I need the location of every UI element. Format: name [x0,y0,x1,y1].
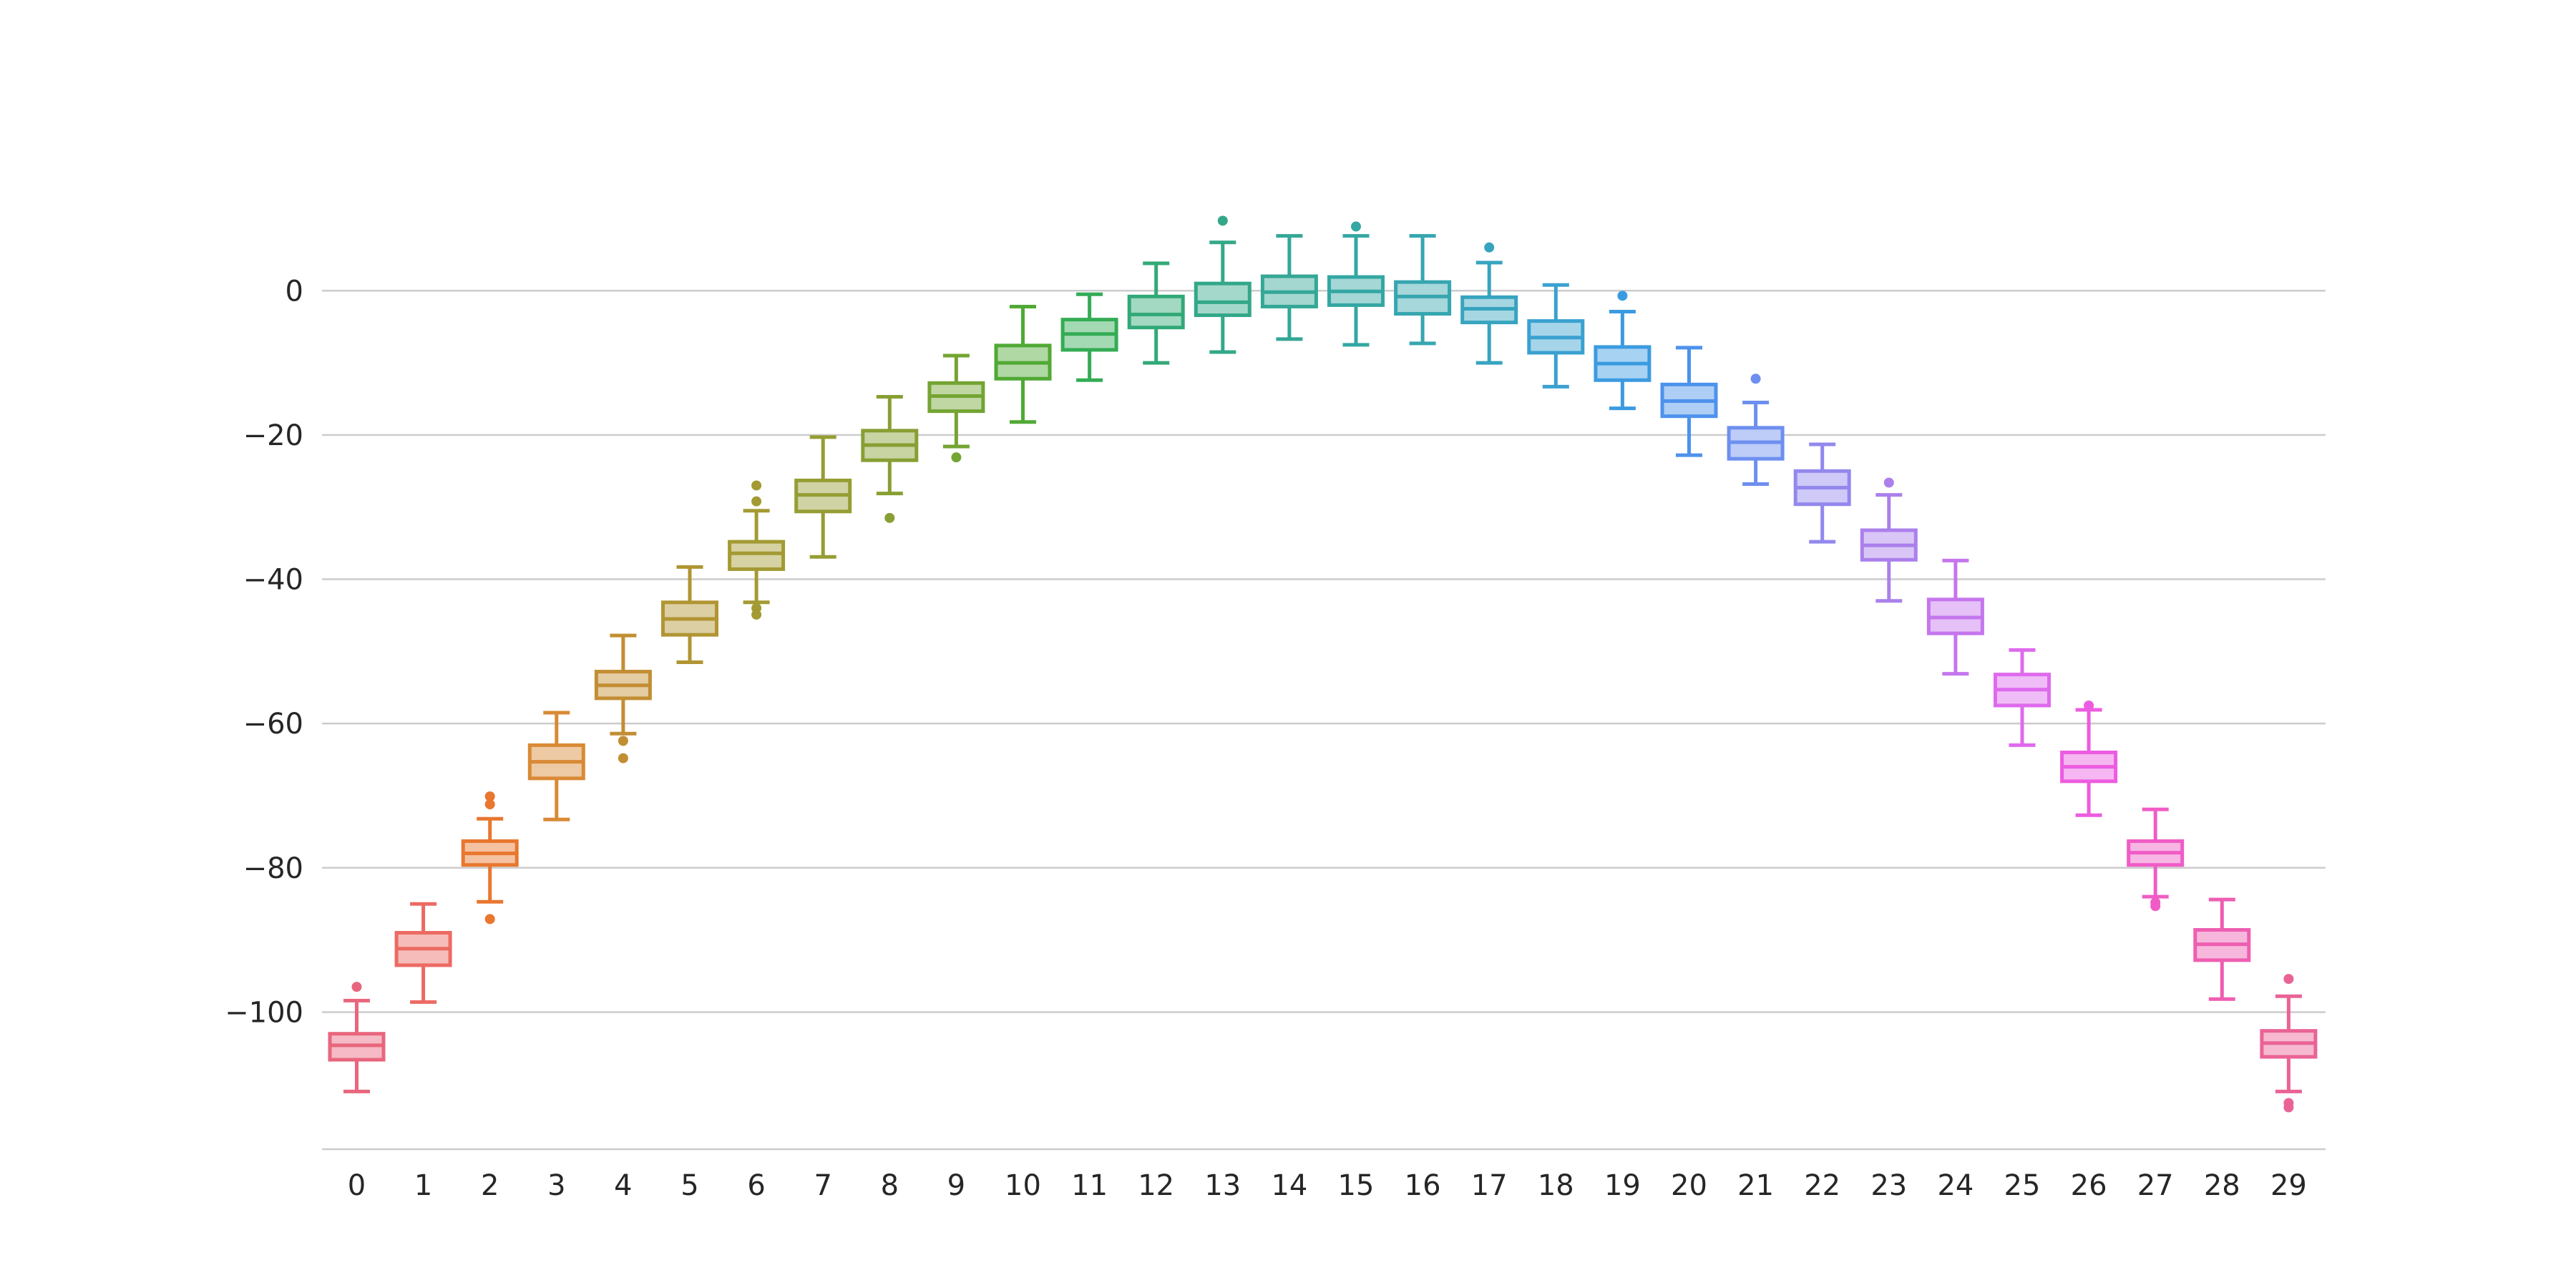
x-tick-label: 13 [1204,1169,1241,1202]
outlier-point [751,480,762,491]
box-16 [1394,234,1452,346]
x-tick-label: 11 [1071,1169,1108,1202]
x-tick-label: 9 [947,1169,965,1202]
x-tick-label: 10 [1005,1169,1041,1202]
box-0 [328,982,386,1093]
x-tick-label: 4 [614,1169,632,1202]
box-17 [1460,242,1518,365]
outlier-point [1750,374,1761,384]
box-2 [461,791,519,924]
box-19 [1594,291,1652,411]
x-tick-label: 15 [1338,1169,1375,1202]
x-tick-label: 0 [348,1169,366,1202]
box-3 [527,711,585,821]
x-tick-label: 12 [1138,1169,1174,1202]
x-tick-label: 25 [2004,1169,2041,1202]
box-21 [1727,374,1785,486]
x-tick-label: 8 [881,1169,899,1202]
x-tick-label: 17 [1471,1169,1508,1202]
outlier-point [951,452,962,463]
outlier-point [751,496,762,507]
box-6 [728,480,786,620]
outlier-point [751,609,762,620]
box-4 [594,633,652,763]
box-14 [1260,234,1318,341]
x-tick-label: 20 [1671,1169,1707,1202]
outlier-point [1484,242,1495,253]
box-7 [794,435,852,559]
x-tick-label: 6 [747,1169,765,1202]
box-20 [1660,346,1718,457]
x-tick-label: 2 [481,1169,499,1202]
box-25 [1994,648,2051,747]
x-tick-label: 22 [1804,1169,1840,1202]
outlier-point [2084,700,2094,711]
box-18 [1527,283,1585,389]
outlier-point [2283,974,2294,985]
y-tick-label: −60 [243,708,303,741]
box-23 [1860,477,1918,603]
x-tick-label: 28 [2204,1169,2240,1202]
box-12 [1127,261,1185,365]
box-28 [2193,897,2251,1001]
y-tick-label: −40 [243,564,303,597]
x-tick-label: 18 [1538,1169,1574,1202]
x-tick-label: 26 [2071,1169,2107,1202]
x-tick-label: 27 [2137,1169,2174,1202]
outlier-point [884,512,895,523]
outlier-point [2150,901,2161,912]
box-iqr [1127,294,1185,330]
outlier-point [2283,1102,2294,1113]
box-5 [661,565,718,664]
box-iqr [1194,281,1252,318]
y-tick-labels: 0 −20 −40 −60 −80 −100 [225,275,303,1029]
outlier-point [484,914,495,924]
y-tick-label: −80 [243,852,303,885]
outlier-point [1883,477,1894,488]
box-26 [2060,700,2118,817]
box-iqr [728,540,786,571]
x-tick-label: 14 [1271,1169,1307,1202]
outlier-point [1217,215,1228,226]
x-tick-labels: 0 1 2 3 4 5 6 7 8 9 10 11 12 13 14 15 16 17 18 19 20 21 22 23 24… [348,1169,2307,1202]
box-1 [394,902,452,1004]
outlier-point [484,791,495,802]
x-tick-label: 5 [680,1169,698,1202]
box-9 [927,353,985,463]
x-tick-label: 21 [1737,1169,1774,1202]
outlier-point [484,799,495,810]
x-tick-label: 16 [1405,1169,1441,1202]
x-tick-label: 23 [1870,1169,1907,1202]
outlier-point [618,753,628,763]
y-tick-label: −100 [225,996,303,1029]
x-tick-label: 7 [814,1169,831,1202]
x-tick-label: 24 [1937,1169,1974,1202]
grid-lines [322,290,2326,1013]
y-tick-label: 0 [286,275,303,308]
outlier-point [1351,221,1361,232]
x-tick-label: 19 [1604,1169,1641,1202]
outlier-point [351,982,362,992]
box-10 [994,304,1052,424]
x-tick-label: 3 [547,1169,565,1202]
outlier-point [618,736,628,746]
box-29 [2260,974,2318,1113]
x-tick-label: 1 [414,1169,432,1202]
box-24 [1926,558,1984,676]
x-tick-label: 29 [2270,1169,2307,1202]
boxes [328,215,2318,1113]
box-11 [1060,292,1118,382]
y-tick-label: −20 [243,419,303,452]
box-13 [1194,215,1252,354]
outlier-point [1617,291,1628,301]
box-15 [1327,221,1385,347]
box-22 [1793,442,1851,544]
box-27 [2127,807,2185,912]
box-8 [861,394,919,523]
